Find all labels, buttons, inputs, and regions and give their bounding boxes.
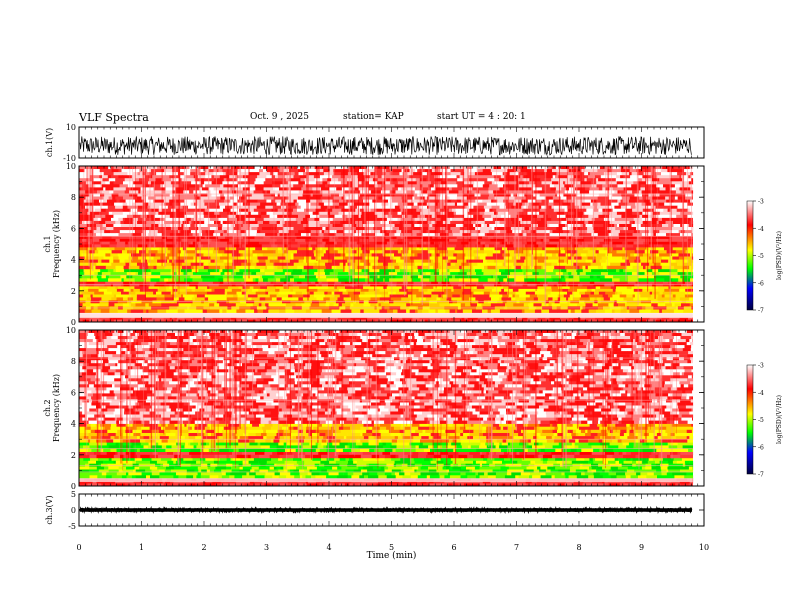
figure-title: VLF Spectra [79, 111, 149, 124]
ch2-spectrogram-band-4 [79, 423, 694, 443]
ch1-spectrogram-ytick-0: 0 [71, 318, 76, 327]
x-tick-9: 9 [639, 543, 644, 552]
ch2-spectrogram-ytick-0: 0 [71, 482, 76, 491]
ch2-spectrogram-colorbar-label: log(PSD)(V²/Hz) [776, 395, 783, 444]
date-label: Oct. 9 , 2025 [250, 112, 309, 122]
ch1-spectrogram-band-7 [79, 166, 694, 237]
ch2-spectrogram-ytick-5: 10 [66, 326, 76, 335]
ch1-waveform-ytick-0: 10 [66, 123, 76, 132]
ch1-spectrogram-ytick-2: 4 [71, 256, 76, 265]
ch1-spectrogram-ytick-4: 8 [71, 193, 76, 202]
ch1-spectrogram-band-1 [79, 300, 693, 313]
ch1-spectrogram-colorbar-label: log(PSD)(V²/Hz) [776, 231, 783, 280]
ch1-spectrogram-band-5 [79, 247, 694, 270]
ch2-spectrogram-colorbar-tick-3: -6 [758, 444, 764, 451]
ch3-waveform-ytick-2: -5 [68, 522, 76, 531]
ch2-spectrogram-band-2 [79, 451, 694, 459]
ch2-spectrogram-striations [79, 330, 693, 483]
ch2-spectrogram-ytick-2: 4 [71, 420, 76, 429]
ch1-spectrogram-ytick-1: 2 [71, 287, 76, 296]
ch2-spectrogram-band-5 [79, 330, 694, 424]
ch1-spectrogram-colorbar-tick-0: -3 [758, 199, 764, 206]
ch1-spectrogram-colorbar-tick-3: -6 [758, 280, 764, 287]
ch2-spectrogram-cells [79, 330, 694, 487]
ch1-spectrogram-ytick-5: 10 [66, 162, 76, 171]
ch3-waveform-band [80, 508, 692, 512]
x-tick-3: 3 [264, 543, 269, 552]
ch1-spectrogram-colorbar-tick-1: -4 [758, 226, 764, 233]
x-tick-10: 10 [699, 543, 709, 552]
ch1-spectrogram-ylabel: Frequency (kHz) [52, 210, 61, 278]
ch1-spectrogram-colorbar-tick-2: -5 [758, 253, 764, 260]
x-tick-6: 6 [451, 543, 456, 552]
ch2-spectrogram-colorbar-tick-4: -7 [758, 472, 764, 479]
ch2-spectrogram-ytick-1: 2 [71, 451, 76, 460]
ch2-spectrogram-colorbar-tick-1: -4 [758, 390, 764, 397]
x-axis-label: Time (min) [367, 550, 417, 561]
ch1-spectrogram-cells [79, 166, 694, 323]
ch2-spectrogram-band-3 [79, 442, 694, 452]
x-tick-0: 0 [76, 543, 81, 552]
ch1-waveform-ylabel: ch.1(V) [45, 128, 54, 157]
ch2-spectrogram-band-1 [79, 457, 694, 479]
x-tick-1: 1 [139, 543, 144, 552]
ch1-spectrogram-colorbar-tick-4: -7 [758, 308, 764, 315]
ch3-waveform-ylabel: ch.3(V) [45, 495, 54, 524]
ch2-spectrogram-colorbar-tick-0: -3 [758, 363, 764, 370]
ch3-waveform-ytick-0: 5 [71, 490, 76, 499]
ch2-spectrogram-ytick-4: 8 [71, 357, 76, 366]
ch2-spectrogram-colorbar [746, 364, 754, 475]
x-tick-2: 2 [201, 543, 206, 552]
ch1-spectrogram-striations [79, 166, 693, 319]
ch2-spectrogram-ylabel-channel: ch.2 [43, 399, 52, 416]
ch1-spectrogram-colorbar [746, 200, 754, 311]
x-tick-4: 4 [326, 543, 331, 552]
ch1-spectrogram-band-3 [79, 281, 693, 287]
ch2-spectrogram-ytick-3: 6 [71, 388, 76, 397]
x-tick-5: 5 [389, 543, 394, 552]
x-tick-8: 8 [576, 543, 581, 552]
ch1-spectrogram-band-4 [79, 269, 694, 282]
ch3-waveform-ytick-1: 0 [71, 506, 76, 515]
ch1-spectrogram-band-2 [79, 286, 694, 301]
station-label: station= KAP [343, 112, 404, 122]
ch1-spectrogram-ylabel-channel: ch.1 [43, 235, 52, 252]
ch1-waveform-trace [79, 135, 692, 156]
ch1-waveform-ytick-1: -10 [63, 154, 76, 163]
ch2-spectrogram-ylabel: Frequency (kHz) [52, 374, 61, 442]
start-time-label: start UT = 4 : 20: 1 [437, 112, 526, 122]
ch1-spectrogram-ytick-3: 6 [71, 224, 76, 233]
ch2-spectrogram-colorbar-tick-2: -5 [758, 417, 764, 424]
x-tick-7: 7 [514, 543, 519, 552]
ch1-spectrogram-band-6 [79, 236, 693, 248]
